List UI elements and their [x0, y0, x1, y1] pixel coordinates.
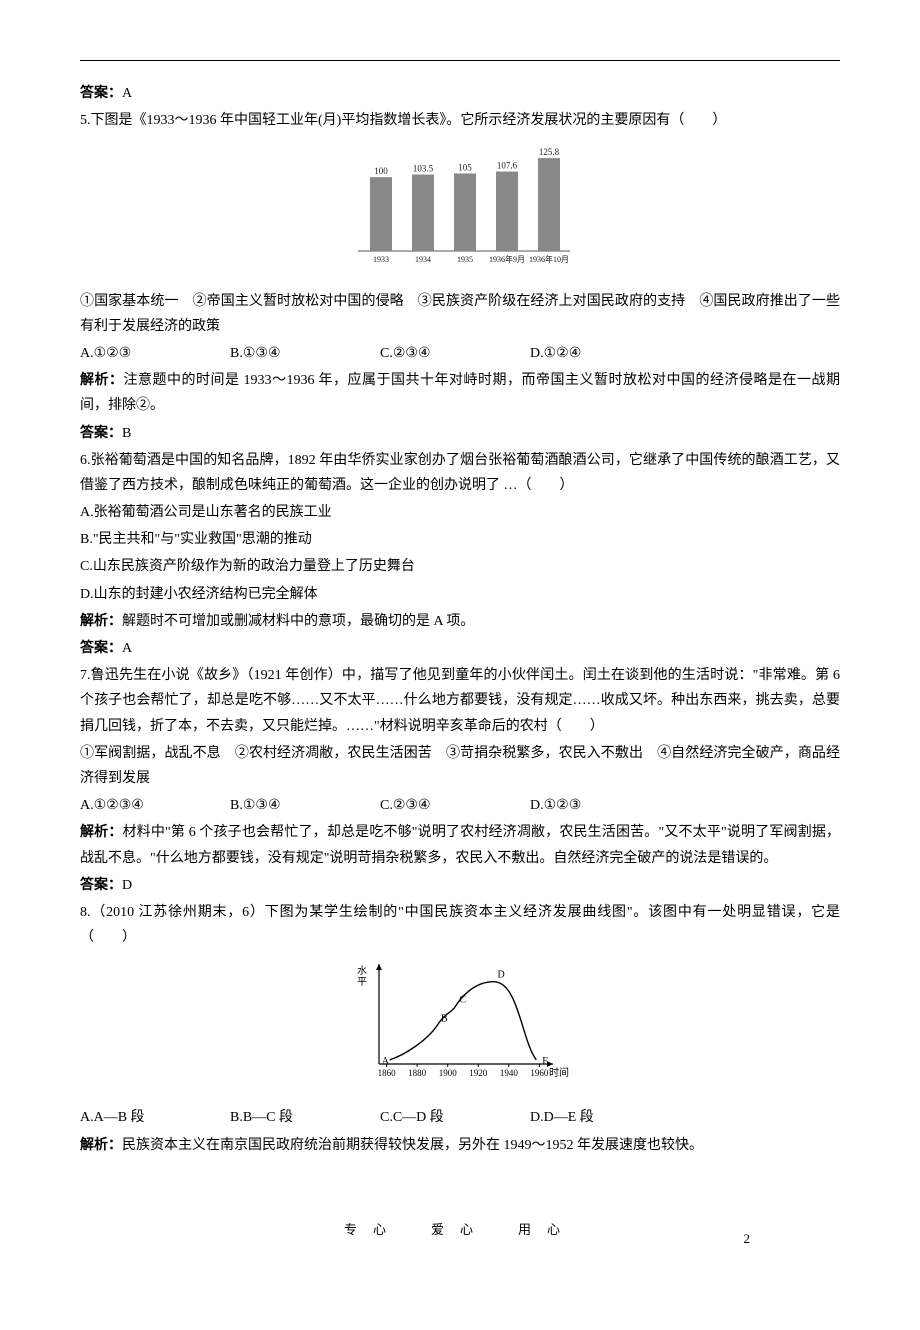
q6-option-a: A.张裕葡萄酒公司是山东著名的民族工业 [80, 500, 840, 525]
q5-statements: ①国家基本统一 ②帝国主义暂时放松对中国的侵略 ③民族资产阶级在经济上对国民政府… [80, 289, 840, 339]
svg-text:时间: 时间 [549, 1066, 569, 1079]
line-chart-container: A BC D E 1860 1880 1900 1920 1940 1960 水平时间 [80, 958, 840, 1097]
svg-text:1940: 1940 [500, 1068, 519, 1078]
svg-text:B: B [441, 1014, 448, 1025]
q6-explanation: 解析：解题时不可增加或删减材料中的意项，最确切的是 A 项。 [80, 609, 840, 634]
q5-answer: 答案：B [80, 421, 840, 446]
svg-text:1920: 1920 [469, 1068, 488, 1078]
line-chart: A BC D E 1860 1880 1900 1920 1940 1960 水平时间 [345, 958, 575, 1088]
q7-stem: 7.鲁迅先生在小说《故乡》（1921 年创作）中，描写了他见到童年的小伙伴闰土。… [80, 663, 840, 739]
q5-options: A.①②③ B.①③④ C.②③④ D.①②④ [80, 341, 840, 366]
q7-statements: ①军阀割据，战乱不息 ②农村经济凋敝，农民生活困苦 ③苛捐杂税繁多，农民入不敷出… [80, 741, 840, 791]
svg-text:D: D [498, 970, 505, 981]
svg-text:E: E [542, 1056, 548, 1067]
bar-chart-container: 100 1933 103.5 1934 105 1935 107.6 1936年9月 125.8… [80, 141, 840, 280]
svg-text:1880: 1880 [408, 1068, 427, 1078]
explanation-text: 民族资本主义在南京国民政府统治前期获得较快发展，另外在 1949～1952 年发… [122, 1138, 703, 1153]
page: 答案：A 5.下图是《1933～1936 年中国轻工业年(月)平均指数增长表》。… [80, 60, 840, 1290]
q6-option-d: D.山东的封建小农经济结构已完全解体 [80, 582, 840, 607]
answer-value: D [122, 878, 132, 893]
answer-label: 答案： [80, 86, 122, 101]
explanation-label: 解析： [80, 1138, 122, 1153]
svg-text:1934: 1934 [415, 255, 431, 264]
answer-line: 答案：A [80, 81, 840, 106]
q5-option-b: B.①③④ [230, 341, 380, 366]
svg-text:105: 105 [458, 163, 472, 173]
q5-option-d: D.①②④ [530, 341, 680, 366]
bar-chart: 100 1933 103.5 1934 105 1935 107.6 1936年9月 125.8… [340, 141, 580, 271]
explanation-text: 材料中"第 6 个孩子也会帮忙了，却总是吃不够"说明了农村经济凋敝，农民生活困苦… [80, 825, 840, 865]
q5-explanation: 解析：注意题中的时间是 1933～1936 年，应属于国共十年对峙时期，而帝国主… [80, 368, 840, 418]
q5-option-a: A.①②③ [80, 341, 230, 366]
explanation-label: 解析： [80, 373, 124, 388]
answer-label: 答案： [80, 878, 122, 893]
top-divider [80, 60, 840, 61]
page-number: 2 [744, 1227, 751, 1250]
answer-value: A [122, 641, 132, 656]
svg-text:100: 100 [374, 167, 388, 177]
q7-option-b: B.①③④ [230, 793, 380, 818]
svg-text:1936年10月: 1936年10月 [529, 254, 569, 264]
q8-option-d: D.D—E 段 [530, 1105, 680, 1130]
q6-option-b: B."民主共和"与"实业救国"思潮的推动 [80, 527, 840, 552]
q7-answer: 答案：D [80, 873, 840, 898]
svg-text:1935: 1935 [457, 255, 473, 264]
svg-text:C: C [459, 995, 466, 1006]
svg-text:125.8: 125.8 [539, 147, 560, 157]
explanation-text: 解题时不可增加或删减材料中的意项，最确切的是 A 项。 [122, 614, 474, 629]
svg-text:1936年9月: 1936年9月 [489, 254, 525, 264]
answer-value: A [122, 86, 132, 101]
answer-label: 答案： [80, 426, 122, 441]
q8-option-c: C.C—D 段 [380, 1105, 530, 1130]
q7-option-d: D.①②③ [530, 793, 680, 818]
svg-text:103.5: 103.5 [413, 164, 434, 174]
q5-stem: 5.下图是《1933～1936 年中国轻工业年(月)平均指数增长表》。它所示经济… [80, 108, 840, 133]
q6-answer: 答案：A [80, 636, 840, 661]
q7-option-a: A.①②③④ [80, 793, 230, 818]
svg-text:1960: 1960 [530, 1068, 549, 1078]
q7-option-c: C.②③④ [380, 793, 530, 818]
svg-text:1860: 1860 [378, 1068, 397, 1078]
q7-explanation: 解析：材料中"第 6 个孩子也会帮忙了，却总是吃不够"说明了农村经济凋敝，农民生… [80, 820, 840, 870]
q8-option-b: B.B—C 段 [230, 1105, 380, 1130]
footer-text: 专心 爱心 用心 [80, 1218, 840, 1241]
q6-option-c: C.山东民族资产阶级作为新的政治力量登上了历史舞台 [80, 554, 840, 579]
explanation-label: 解析： [80, 825, 123, 840]
q8-explanation: 解析：民族资本主义在南京国民政府统治前期获得较快发展，另外在 1949～1952… [80, 1133, 840, 1158]
svg-text:水平: 水平 [357, 965, 367, 988]
q6-stem: 6.张裕葡萄酒是中国的知名品牌，1892 年由华侨实业家创办了烟台张裕葡萄酒酿酒… [80, 448, 840, 498]
q5-option-c: C.②③④ [380, 341, 530, 366]
q8-options: A.A—B 段 B.B—C 段 C.C—D 段 D.D—E 段 [80, 1105, 840, 1130]
svg-text:A: A [382, 1056, 390, 1067]
q8-option-a: A.A—B 段 [80, 1105, 230, 1130]
answer-label: 答案： [80, 641, 122, 656]
svg-text:1933: 1933 [373, 255, 389, 264]
q7-options: A.①②③④ B.①③④ C.②③④ D.①②③ [80, 793, 840, 818]
q8-stem: 8.（2010 江苏徐州期末，6）下图为某学生绘制的"中国民族资本主义经济发展曲… [80, 900, 840, 950]
svg-text:107.6: 107.6 [497, 161, 518, 171]
answer-value: B [122, 426, 131, 441]
svg-text:1900: 1900 [439, 1068, 458, 1078]
explanation-text: 注意题中的时间是 1933～1936 年，应属于国共十年对峙时期，而帝国主义暂时… [80, 373, 840, 413]
explanation-label: 解析： [80, 614, 122, 629]
